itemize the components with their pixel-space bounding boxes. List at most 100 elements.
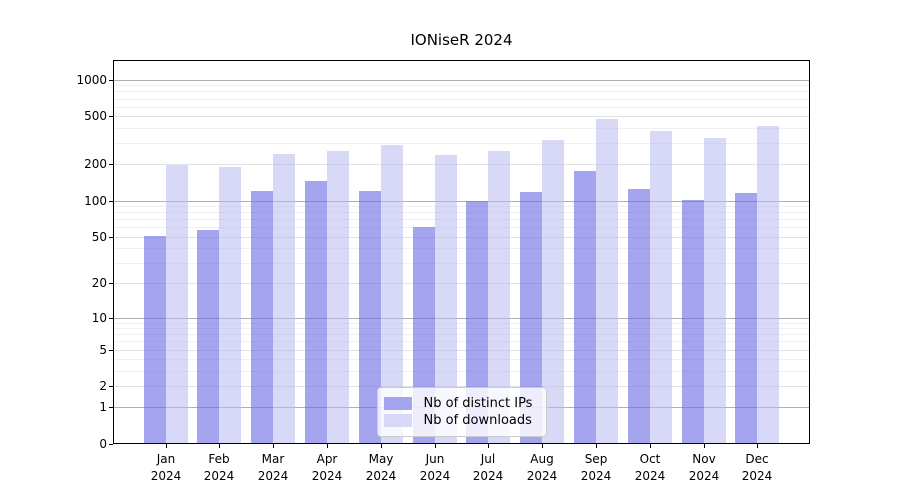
x-tick-label-feb: Feb 2024 [189,451,249,485]
x-tick-year-nov: 2024 [688,469,720,483]
gridline-1000 [113,80,810,81]
x-tick-year-apr: 2024 [311,469,343,483]
x-tick-month-jul: Jul [480,452,496,466]
bar-downloads-jan [166,165,188,443]
y-tick-label-10: 10 [91,311,107,325]
legend-label-distinct-ips: Nb of distinct IPs [423,396,533,411]
legend: Nb of distinct IPs Nb of downloads [376,387,547,437]
bar-ips-apr [305,181,327,443]
gridline-900 [113,85,810,86]
gridline-200 [113,164,810,165]
x-tick-label-jun: Jun 2024 [405,451,465,485]
bar-downloads-feb [219,167,241,443]
plot-border-bottom [113,443,810,444]
y-tick-mark-50 [109,237,113,238]
bar-ips-feb [197,230,219,443]
gridline-700 [113,99,810,100]
y-tick-mark-0 [109,444,113,445]
x-tick-month-mar: Mar [261,452,285,466]
x-tick-label-apr: Apr 2024 [297,451,357,485]
gridline-20 [113,283,810,284]
x-tick-year-sep: 2024 [580,469,612,483]
y-tick-mark-5 [109,350,113,351]
bar-ips-aug [520,192,542,443]
x-tick-year-may: 2024 [365,469,397,483]
bar-downloads-aug [542,140,564,443]
x-tick-year-aug: 2024 [526,469,558,483]
gridline-50 [113,237,810,238]
legend-label-downloads: Nb of downloads [423,413,532,428]
x-tick-month-jan: Jan [156,452,176,466]
gridline-100 [113,201,810,202]
x-tick-month-dec: Dec [745,452,769,466]
gridline-7 [113,334,810,335]
x-tick-year-jun: 2024 [419,469,451,483]
bar-downloads-oct [650,131,672,443]
bar-downloads-may [381,145,403,443]
gridline-8 [113,328,810,329]
bar-downloads-jul [488,151,510,443]
legend-row-distinct-ips: Nb of distinct IPs [383,396,537,411]
gridline-2 [113,386,810,387]
bar-ips-sep [574,171,596,443]
x-tick-label-oct: Oct 2024 [620,451,680,485]
x-tick-label-may: May 2024 [351,451,411,485]
x-tick-month-sep: Sep [584,452,608,466]
plot-border-top [113,60,810,61]
y-tick-label-0: 0 [99,437,107,451]
bar-downloads-jun [435,155,457,443]
bar-ips-jul [466,201,488,443]
gridline-600 [113,107,810,108]
x-tick-month-apr: Apr [316,452,338,466]
x-tick-label-jan: Jan 2024 [136,451,196,485]
bar-ips-nov [682,200,704,443]
x-tick-year-jul: 2024 [472,469,504,483]
x-tick-label-jul: Jul 2024 [458,451,518,485]
y-axis-line [113,60,114,444]
x-tick-label-aug: Aug 2024 [512,451,572,485]
plot-area: Nb of distinct IPs Nb of downloads [113,60,810,444]
y-tick-label-20: 20 [91,276,107,290]
y-tick-label-5: 5 [99,343,107,357]
bar-downloads-apr [327,151,349,443]
gridline-400 [113,128,810,129]
x-tick-month-jun: Jun [425,452,445,466]
y-tick-mark-10 [109,318,113,319]
y-tick-label-200: 200 [84,157,107,171]
x-tick-month-feb: Feb [208,452,230,466]
bar-ips-jan [144,236,166,443]
y-tick-mark-100 [109,201,113,202]
x-tick-year-jan: 2024 [150,469,182,483]
chart-title: IONiseR 2024 [410,31,513,49]
x-tick-month-oct: Oct [639,452,661,466]
gridline-9 [113,323,810,324]
y-tick-label-1: 1 [99,400,107,414]
x-tick-month-may: May [368,452,394,466]
x-tick-year-oct: 2024 [634,469,666,483]
y-tick-mark-200 [109,164,113,165]
x-tick-label-dec: Dec 2024 [727,451,787,485]
x-tick-label-nov: Nov 2024 [674,451,734,485]
gridline-300 [113,143,810,144]
gridline-500 [113,116,810,117]
gridline-70 [113,219,810,220]
x-tick-mark-nov [704,444,705,448]
y-tick-mark-2 [109,386,113,387]
bar-ips-may [359,191,381,443]
x-tick-label-sep: Sep 2024 [566,451,626,485]
bar-downloads-dec [757,126,779,443]
bar-ips-oct [628,189,650,443]
gridline-800 [113,91,810,92]
gridline-3 [113,371,810,372]
gridline-80 [113,212,810,213]
x-tick-year-feb: 2024 [203,469,235,483]
y-tick-label-1000: 1000 [76,73,107,87]
bar-ips-dec [735,193,757,443]
x-tick-mark-jul [488,444,489,448]
y-tick-mark-500 [109,116,113,117]
y-tick-label-100: 100 [84,194,107,208]
gridline-40 [113,248,810,249]
bar-ips-mar [251,191,273,443]
legend-row-downloads: Nb of downloads [383,413,537,428]
